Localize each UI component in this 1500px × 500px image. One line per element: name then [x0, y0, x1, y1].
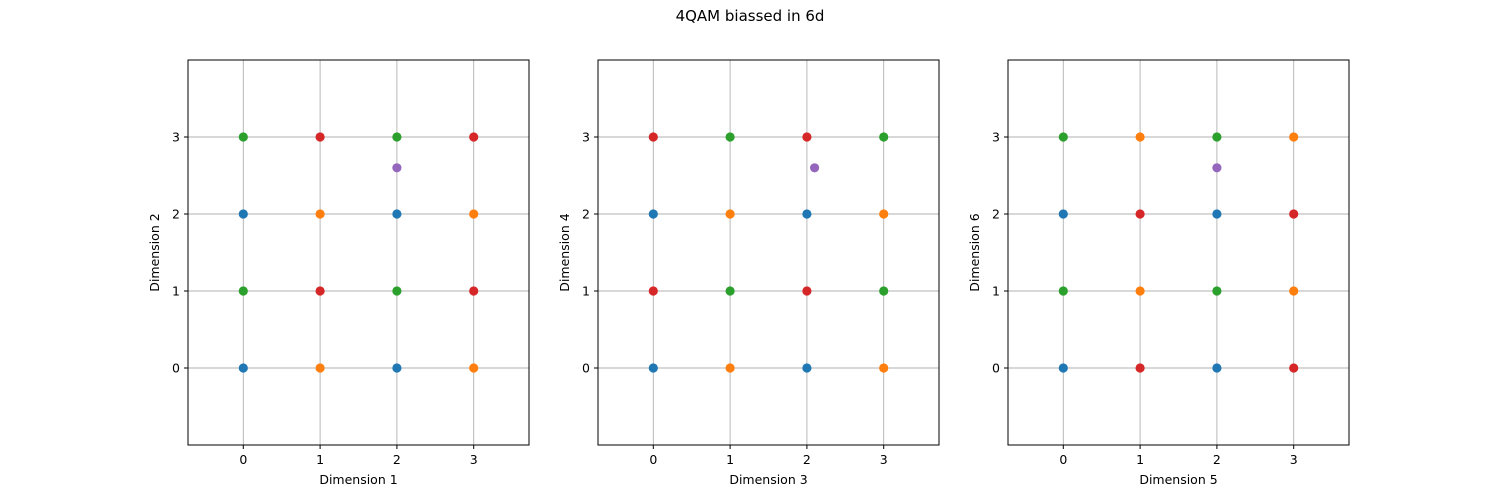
x-tick-label: 1: [1136, 452, 1144, 467]
y-tick-label: 0: [582, 361, 590, 376]
data-point-green: [238, 132, 248, 142]
subplots: 0 1 2 3 0 1 2 3 Dimension 1 Dimension 2 0 1 2 3 0 1 2 3 Di…: [147, 59, 1350, 487]
x-tick-label: 2: [803, 452, 811, 467]
y-tick-label: 2: [582, 207, 590, 222]
x-tick-label: 3: [1290, 452, 1298, 467]
data-point-orange: [879, 363, 889, 373]
data-point-green: [1058, 286, 1068, 296]
data-point-orange: [469, 209, 479, 219]
data-point-blue: [392, 209, 402, 219]
data-point-blue: [1212, 363, 1222, 373]
data-point-orange: [1135, 132, 1145, 142]
y-tick-label: 3: [172, 130, 180, 145]
x-tick-label: 1: [316, 452, 324, 467]
x-tick-label: 0: [1059, 452, 1067, 467]
data-point-red: [1135, 363, 1145, 373]
data-point-orange: [1289, 286, 1299, 296]
data-point-red: [1289, 363, 1299, 373]
x-tick-label: 3: [880, 452, 888, 467]
subplot-2: 0 1 2 3 0 1 2 3 Dimension 3 Dimension 4: [557, 59, 940, 487]
data-point-green: [725, 286, 735, 296]
y-tick-label: 3: [582, 130, 590, 145]
data-point-green: [725, 132, 735, 142]
data-point-purple: [809, 163, 820, 173]
data-point-blue: [1058, 209, 1068, 219]
y-tick-label: 3: [992, 130, 1000, 145]
data-point-green: [1212, 286, 1222, 296]
data-point-green: [238, 286, 248, 296]
x-tick-label: 2: [393, 452, 401, 467]
data-point-blue: [1212, 209, 1222, 219]
data-point-orange: [1289, 132, 1299, 142]
y-tick-label: 0: [172, 361, 180, 376]
data-point-orange: [315, 209, 325, 219]
data-point-orange: [725, 209, 735, 219]
data-point-green: [1212, 132, 1222, 142]
data-point-red: [1289, 209, 1299, 219]
y-tick-label: 0: [992, 361, 1000, 376]
data-point-blue: [238, 363, 248, 373]
y-tick-label: 1: [582, 284, 590, 299]
x-axis-label: Dimension 3: [729, 472, 807, 487]
data-point-blue: [802, 363, 812, 373]
data-point-blue: [648, 363, 658, 373]
data-point-purple: [1212, 163, 1222, 173]
data-point-red: [802, 286, 812, 296]
data-point-red: [802, 132, 812, 142]
x-tick-label: 0: [239, 452, 247, 467]
x-axis-label: Dimension 5: [1139, 472, 1217, 487]
y-tick-label: 1: [992, 284, 1000, 299]
axes-frame: [597, 59, 940, 446]
data-point-red: [315, 132, 325, 142]
data-point-orange: [469, 363, 479, 373]
data-point-red: [648, 132, 658, 142]
data-point-red: [1135, 209, 1145, 219]
y-tick-label: 2: [992, 207, 1000, 222]
data-point-green: [1058, 132, 1068, 142]
data-point-blue: [648, 209, 658, 219]
x-tick-label: 2: [1213, 452, 1221, 467]
x-tick-label: 1: [726, 452, 734, 467]
x-tick-label: 3: [470, 452, 478, 467]
axes-frame: [187, 59, 530, 446]
data-point-orange: [879, 209, 889, 219]
data-point-orange: [1135, 286, 1145, 296]
data-point-blue: [802, 209, 812, 219]
y-axis-label: Dimension 2: [147, 213, 162, 291]
data-point-orange: [725, 363, 735, 373]
x-tick-label: 0: [649, 452, 657, 467]
y-axis-label: Dimension 6: [967, 213, 982, 291]
data-point-blue: [1058, 363, 1068, 373]
y-tick-label: 2: [172, 207, 180, 222]
figure-title: 4QAM biassed in 6d: [676, 7, 825, 25]
data-point-orange: [315, 363, 325, 373]
data-point-blue: [238, 209, 248, 219]
data-point-red: [469, 286, 479, 296]
data-point-green: [879, 132, 889, 142]
subplot-3: 0 1 2 3 0 1 2 3 Dimension 5 Dimension 6: [967, 59, 1350, 487]
data-point-red: [469, 132, 479, 142]
data-point-green: [879, 286, 889, 296]
x-axis-label: Dimension 1: [319, 472, 397, 487]
data-point-red: [648, 286, 658, 296]
y-tick-label: 1: [172, 284, 180, 299]
y-axis-label: Dimension 4: [557, 213, 572, 291]
data-point-blue: [392, 363, 402, 373]
subplot-1: 0 1 2 3 0 1 2 3 Dimension 1 Dimension 2: [147, 59, 530, 487]
data-point-green: [392, 132, 402, 142]
data-point-green: [392, 286, 402, 296]
data-point-purple: [392, 163, 402, 173]
axes-frame: [1007, 59, 1350, 446]
data-point-red: [315, 286, 325, 296]
